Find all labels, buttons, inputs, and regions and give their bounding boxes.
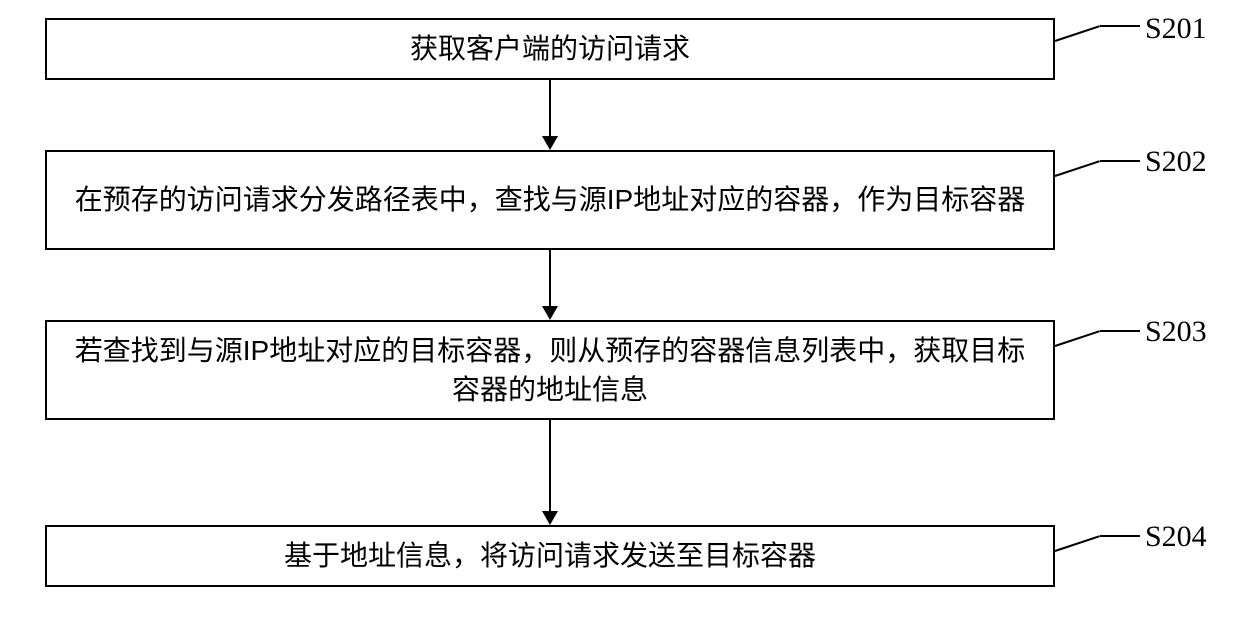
step-text-4: 基于地址信息，将访问请求发送至目标容器 [284,536,816,575]
step-label-1: S201 [1145,12,1207,46]
step-text-1: 获取客户端的访问请求 [410,29,690,68]
step-label-4: S204 [1145,520,1207,554]
step-text-2: 在预存的访问请求分发路径表中，查找与源IP地址对应的容器，作为目标容器 [75,180,1025,219]
step-box-4: 基于地址信息，将访问请求发送至目标容器 [45,525,1055,587]
step-box-3: 若查找到与源IP地址对应的目标容器，则从预存的容器信息列表中，获取目标容器的地址… [45,320,1055,420]
step-box-2: 在预存的访问请求分发路径表中，查找与源IP地址对应的容器，作为目标容器 [45,150,1055,250]
step-box-1: 获取客户端的访问请求 [45,18,1055,80]
flowchart-container: 获取客户端的访问请求 S201 在预存的访问请求分发路径表中，查找与源IP地址对… [0,0,1240,630]
step-text-3: 若查找到与源IP地址对应的目标容器，则从预存的容器信息列表中，获取目标容器的地址… [67,331,1033,409]
step-label-3: S203 [1145,315,1207,349]
step-label-2: S202 [1145,145,1207,179]
